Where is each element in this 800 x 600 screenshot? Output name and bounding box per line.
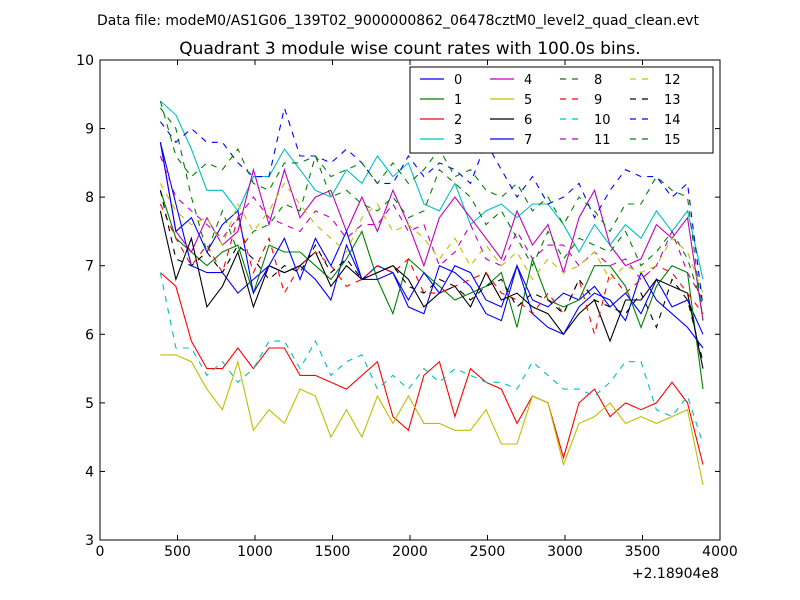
x-tick-label: 2000 [392,544,428,560]
axis-ticks: 0 500 1000 1500 2000 2500 3000 3500 4000 3 4 5 6 7 8 9 1… [76,53,738,560]
x-tick-label: 3000 [547,544,583,560]
legend-label-7: 7 [524,133,532,148]
series-line-12 [159,182,704,294]
legend-label-4: 4 [524,73,532,88]
legend-label-15: 15 [664,133,681,148]
x-offset-label: +2.18904e8 [632,566,719,582]
y-tick-label: 7 [85,259,94,275]
y-tick-label: 9 [85,122,94,138]
series-line-7 [159,142,704,349]
legend-label-13: 13 [664,93,681,108]
legend-label-5: 5 [524,93,532,108]
x-tick-label: 1000 [237,544,273,560]
chart-title: Quadrant 3 module wise count rates with … [179,39,640,59]
legend-label-6: 6 [524,113,532,128]
legend-label-1: 1 [454,93,462,108]
series-line-8 [159,107,704,308]
series-line-3 [160,100,704,280]
x-tick-label: 4000 [702,544,738,560]
legend-label-2: 2 [454,113,462,128]
x-tick-label: 1500 [315,544,351,560]
x-tick-label: 0 [96,544,105,560]
legend-label-0: 0 [454,73,462,88]
legend-label-11: 11 [594,133,611,148]
x-tick-label: 3500 [625,544,661,560]
series-line-11 [159,155,704,301]
series-line-2 [160,272,704,465]
y-tick-label: 3 [85,533,94,549]
series-layer [159,100,704,486]
legend-label-3: 3 [454,133,462,148]
y-tick-label: 10 [76,53,94,69]
series-line-15 [159,100,704,321]
series-line-6 [159,210,704,369]
series-line-0 [159,142,704,335]
legend-label-10: 10 [594,113,611,128]
series-line-5 [160,354,704,486]
y-tick-label: 5 [85,396,94,412]
chart-suptitle: Data file: modeM0/AS1G06_139T02_90000008… [97,13,699,29]
series-line-13 [159,190,704,362]
legend-label-8: 8 [594,73,602,88]
y-tick-label: 8 [85,190,94,206]
legend-label-14: 14 [664,113,681,128]
legend-label-9: 9 [594,93,602,108]
y-tick-label: 4 [85,464,94,480]
legend-label-12: 12 [664,73,681,88]
series-line-14 [159,105,704,307]
x-tick-label: 500 [164,544,191,560]
series-line-9 [159,203,704,337]
series-line-1 [159,190,704,390]
y-tick-label: 6 [85,327,94,343]
x-tick-label: 2500 [470,544,506,560]
